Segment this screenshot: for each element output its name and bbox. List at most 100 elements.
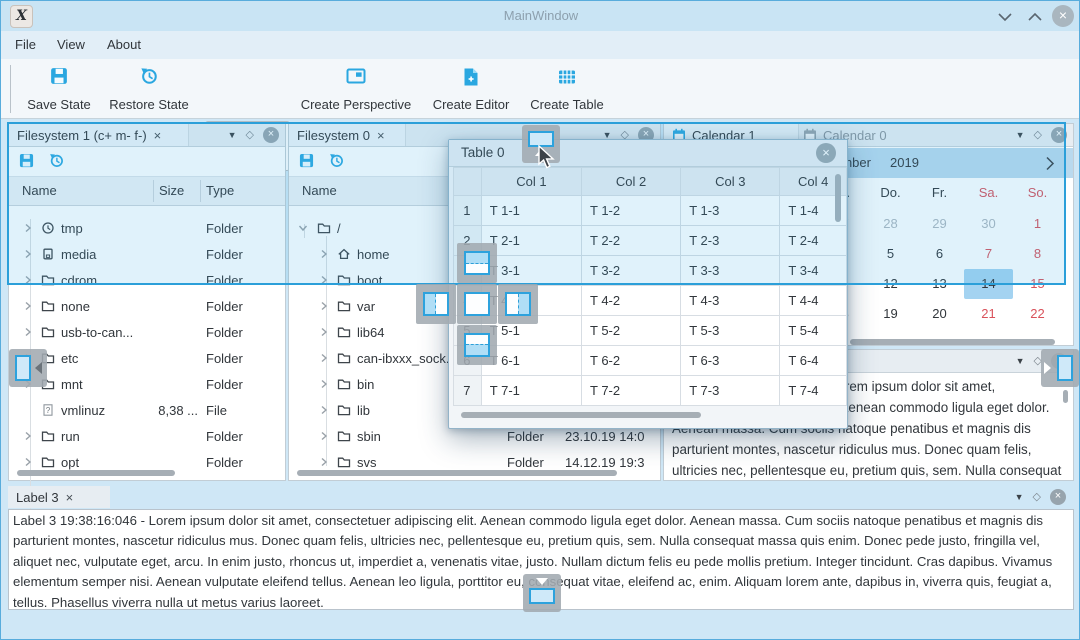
drop-indicator-area-right[interactable]	[498, 284, 538, 324]
tree-row[interactable]: mnt Folder	[9, 371, 284, 397]
cell[interactable]: T 5-2	[580, 315, 682, 346]
menu-file[interactable]: File	[15, 37, 36, 52]
tab-filesystem-0[interactable]: Filesystem 0 ×	[289, 124, 406, 146]
cell[interactable]: T 6-2	[580, 345, 682, 376]
day-cell[interactable]: 29	[932, 216, 947, 231]
float-icon[interactable]: ◇	[1032, 490, 1041, 503]
tabs-menu-icon[interactable]: ▼	[1014, 491, 1024, 502]
tree-header[interactable]: Name Size Type	[9, 176, 285, 206]
tree-row[interactable]: usb-to-can... Folder	[9, 319, 284, 345]
drop-indicator-right-edge[interactable]	[1041, 349, 1079, 387]
create-table-button[interactable]: Create Table	[525, 63, 609, 113]
chevron-right-icon[interactable]	[319, 378, 329, 390]
save-state-button[interactable]: Save State	[18, 63, 100, 113]
cell[interactable]: T 7-2	[580, 375, 682, 406]
maximize-icon[interactable]	[1027, 9, 1043, 25]
chevron-right-icon[interactable]	[319, 352, 329, 364]
cell[interactable]: T 4-4	[779, 285, 847, 316]
create-editor-button[interactable]: Create Editor	[429, 63, 513, 113]
tree-row[interactable]: can-ibxxx_sock.	[289, 345, 659, 371]
day-cell[interactable]: 6	[935, 246, 944, 261]
table-row[interactable]: 6T 6-1T 6-2T 6-3T 6-4	[453, 345, 847, 376]
chevron-right-icon[interactable]	[319, 404, 329, 416]
cell[interactable]: T 6-3	[680, 345, 781, 376]
tree-row[interactable]: vmlinuz 8,38 ... File	[9, 397, 284, 423]
tree-row[interactable]: var	[289, 293, 659, 319]
col-size[interactable]: Size	[159, 183, 185, 198]
day-cell[interactable]: 1	[1033, 216, 1042, 231]
day-cell[interactable]: 20	[932, 306, 947, 321]
tab-close-icon[interactable]: ×	[65, 489, 74, 505]
text-content[interactable]: Lorem ipsum dolor sit amet, consectetuer…	[664, 373, 1073, 480]
cell[interactable]: T 3-4	[779, 255, 847, 286]
tab-close-icon[interactable]: ×	[376, 127, 385, 143]
cell[interactable]: T 4-3	[680, 285, 781, 316]
tab-calendar-0[interactable]: Calendar 0	[795, 124, 923, 146]
menu-about[interactable]: About	[107, 37, 141, 52]
dock-titlebar[interactable]: Filesystem 1 (c+ m- f-) × ▼ ◇ ×	[9, 124, 285, 147]
day-cell[interactable]: 19	[883, 306, 898, 321]
close-dock-icon[interactable]: ×	[263, 127, 279, 143]
drop-indicator-area-bottom[interactable]	[457, 325, 497, 365]
chevron-right-icon[interactable]	[23, 430, 33, 442]
chevron-right-icon[interactable]	[319, 430, 329, 442]
restore-state-button[interactable]: Restore State	[101, 63, 197, 113]
window-titlebar[interactable]: X MainWindow ×	[1, 1, 1079, 31]
cell[interactable]: T 2-4	[779, 225, 847, 256]
cell[interactable]: T 5-4	[779, 315, 847, 346]
cell[interactable]: T 2-3	[680, 225, 781, 256]
drop-indicator-bottom-edge[interactable]	[523, 574, 561, 612]
tabs-menu-icon[interactable]: ▼	[1015, 129, 1025, 140]
cell[interactable]: T 7-1	[480, 375, 583, 406]
tree-row[interactable]: lib	[289, 397, 659, 423]
horizontal-scrollbar[interactable]	[461, 412, 701, 418]
cell[interactable]: T 6-4	[779, 345, 847, 376]
tree-row[interactable]: opt Folder	[9, 449, 284, 475]
tree-row[interactable]: svs Folder 14.12.19 19:3	[289, 449, 659, 475]
day-cell[interactable]: 5	[886, 246, 895, 261]
col-header[interactable]: Col 2	[580, 167, 682, 196]
day-cell[interactable]: 8	[1033, 246, 1042, 261]
col-name[interactable]: Name	[302, 183, 337, 198]
float-titlebar[interactable]: Table 0 ×	[449, 140, 847, 167]
chevron-right-icon[interactable]	[23, 326, 33, 338]
chevron-right-icon[interactable]	[23, 456, 33, 468]
cell[interactable]: T 1-2	[580, 195, 682, 226]
dock-titlebar[interactable]: Label 3 × ▼ ◇ ×	[8, 486, 1074, 509]
vertical-scrollbar[interactable]	[1063, 390, 1068, 403]
horizontal-scrollbar[interactable]	[297, 470, 617, 476]
day-cell[interactable]: 28	[883, 216, 898, 231]
cell[interactable]: T 3-2	[580, 255, 682, 286]
drop-indicator-area-left[interactable]	[416, 284, 456, 324]
tree-row[interactable]: tmp Folder	[9, 215, 284, 241]
day-cell[interactable]: 22	[1030, 306, 1045, 321]
cell[interactable]: T 4-2	[580, 285, 682, 316]
tabs-menu-icon[interactable]: ▼	[227, 129, 237, 140]
horizontal-scrollbar[interactable]	[850, 339, 1055, 345]
horizontal-scrollbar[interactable]	[17, 470, 175, 476]
day-cell[interactable]: 7	[984, 246, 993, 261]
float-icon[interactable]: ◇	[245, 128, 254, 141]
tab-filesystem-1[interactable]: Filesystem 1 (c+ m- f-) ×	[9, 124, 189, 146]
toolbar-handle[interactable]	[10, 65, 11, 113]
close-dock-icon[interactable]: ×	[1051, 127, 1067, 143]
cell[interactable]: T 6-1	[480, 345, 583, 376]
cell[interactable]: T 5-3	[680, 315, 781, 346]
cell[interactable]: T 7-4	[779, 375, 847, 406]
close-float-icon[interactable]: ×	[816, 143, 836, 163]
create-perspective-button[interactable]: Create Perspective	[297, 63, 415, 113]
col-header[interactable]: Col 3	[680, 167, 781, 196]
tree-row[interactable]: /	[289, 215, 659, 241]
float-icon[interactable]: ◇	[620, 128, 629, 141]
close-dock-icon[interactable]: ×	[1050, 489, 1066, 505]
next-month-icon[interactable]	[1045, 156, 1055, 171]
tree-row[interactable]: run Folder	[9, 423, 284, 449]
chevron-right-icon[interactable]	[319, 456, 329, 468]
tabs-menu-icon[interactable]: ▼	[602, 129, 612, 140]
menu-view[interactable]: View	[57, 37, 85, 52]
tree-row[interactable]: home	[289, 241, 659, 267]
cell[interactable]: T 1-3	[680, 195, 781, 226]
cell[interactable]: T 3-3	[680, 255, 781, 286]
year-label[interactable]: 2019	[890, 155, 919, 170]
